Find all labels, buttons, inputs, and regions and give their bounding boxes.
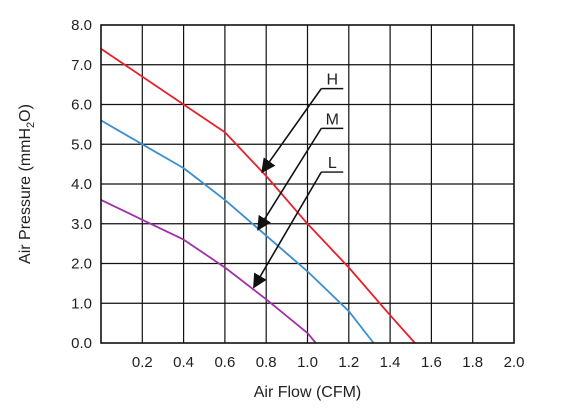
- y-tick-label: 2.0: [71, 256, 92, 273]
- y-tick-label: 8.0: [71, 17, 92, 34]
- plot-frame: [100, 24, 515, 344]
- x-tick-label: 1.2: [338, 354, 359, 371]
- x-tick-label: 1.4: [380, 354, 401, 371]
- annotation-arrow: [253, 171, 322, 289]
- series-line-h: [100, 48, 416, 344]
- y-tick-label: 0.0: [71, 335, 92, 352]
- series-lines: [100, 48, 416, 344]
- y-tick-label: 7.0: [71, 57, 92, 74]
- x-tick-label: 0.6: [214, 354, 235, 371]
- y-tick-label: 6.0: [71, 97, 92, 114]
- annotation-label-l: L: [328, 155, 337, 172]
- y-tick-label: 5.0: [71, 136, 92, 153]
- x-tick-label: 0.4: [173, 354, 194, 371]
- series-line-l: [100, 199, 317, 344]
- x-tick-label: 0.2: [132, 354, 153, 371]
- y-axis-label: Air Pressure (mmH2O): [17, 104, 37, 264]
- y-tick-label: 4.0: [71, 176, 92, 193]
- x-tick-label: 1.6: [421, 354, 442, 371]
- series-line-m: [100, 119, 375, 344]
- x-axis-label: Air Flow (CFM): [254, 384, 362, 401]
- y-axis-label-subscript: 2: [25, 122, 37, 128]
- y-tick-label: 3.0: [71, 216, 92, 233]
- annotation-label-m: M: [326, 111, 339, 128]
- x-tick-label: 1.0: [297, 354, 318, 371]
- x-tick-label: 1.8: [462, 354, 483, 371]
- annotations: H M L: [253, 72, 344, 289]
- annotation-arrow: [257, 127, 322, 231]
- y-tick-label: 1.0: [71, 295, 92, 312]
- grid: [101, 25, 514, 343]
- annotation-label-h: H: [326, 72, 338, 89]
- x-tick-label: 2.0: [504, 354, 525, 371]
- y-axis-label-suffix: O): [17, 104, 34, 122]
- x-tick-label: 0.8: [256, 354, 277, 371]
- y-axis-label-prefix: Air Pressure (mmH: [17, 128, 34, 264]
- annotation-arrow: [261, 88, 322, 174]
- tick-labels: 0.2 0.4 0.6 0.8 1.0 1.2 1.4 1.6 1.8 2.0 0.0 1.0 2.0 3…: [71, 17, 524, 371]
